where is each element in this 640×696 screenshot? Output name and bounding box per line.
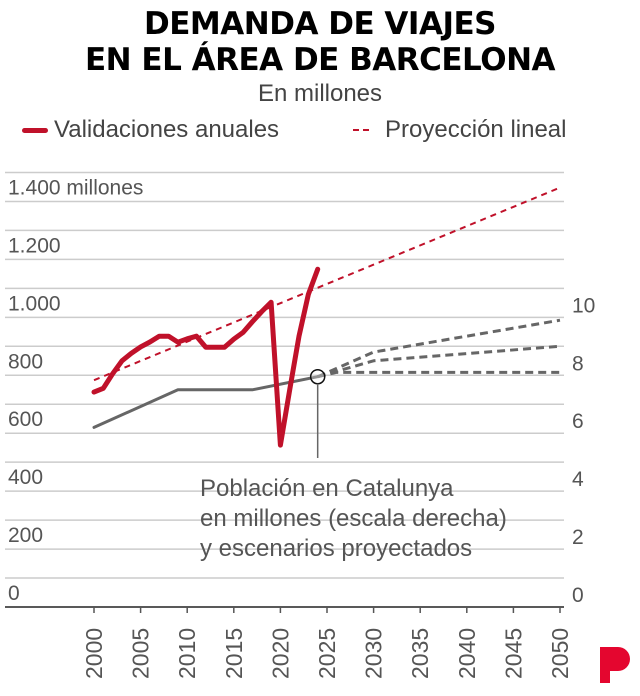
publisher-p-logo-icon bbox=[600, 647, 630, 683]
series-line-escenario-alto bbox=[317, 318, 561, 379]
right-tick-label: 6 bbox=[572, 410, 584, 433]
series-line-validaciones-anuales bbox=[91, 266, 321, 448]
legend-label-validaciones: Validaciones anuales bbox=[54, 116, 280, 143]
series-line-proyeccion-lineal bbox=[93, 186, 561, 382]
left-tick-label: 0 bbox=[8, 582, 20, 605]
title-line-2: EN EL ÁREA DE BARCELONA bbox=[84, 42, 556, 78]
title-line-1: DEMANDA DE VIAJES bbox=[144, 6, 496, 42]
x-tick-label: 2040 bbox=[454, 628, 480, 679]
annotation: Población en Catalunya en millones (esca… bbox=[200, 383, 507, 562]
left-tick-label: 200 bbox=[8, 524, 43, 547]
x-tick-label: 2015 bbox=[221, 628, 247, 679]
population-marker bbox=[309, 368, 326, 385]
x-axis: 2000 2005 2010 2015 2020 2025 2030 2035 2040 2045… bbox=[5, 606, 573, 679]
dashed-line-swatch-icon bbox=[353, 129, 372, 131]
x-tick-label: 2000 bbox=[81, 628, 107, 679]
annotation-line-3: y escenarios proyectados bbox=[200, 535, 472, 562]
x-tick-label: 2050 bbox=[547, 628, 573, 679]
x-tick-label: 2010 bbox=[174, 628, 200, 679]
series-line-poblacion-en-catalunya bbox=[92, 375, 320, 429]
legend-item-proyeccion: Proyección lineal bbox=[353, 116, 566, 144]
legend-item-validaciones: Validaciones anuales bbox=[22, 116, 279, 144]
left-tick-label: 1.000 bbox=[8, 292, 61, 315]
right-tick-label: 4 bbox=[572, 468, 584, 491]
annotation-line-1: Población en Catalunya bbox=[200, 475, 454, 502]
left-tick-label: 1.400 millones bbox=[8, 176, 143, 199]
right-tick-label: 0 bbox=[572, 584, 584, 607]
chart-subtitle: En millones bbox=[257, 80, 383, 107]
left-tick-label: 400 bbox=[8, 466, 43, 489]
right-tick-label: 2 bbox=[572, 526, 584, 549]
solid-line-swatch-icon bbox=[22, 127, 48, 133]
x-tick-label: 2030 bbox=[361, 628, 387, 679]
left-tick-label: 600 bbox=[8, 408, 43, 431]
right-tick-label: 10 bbox=[572, 294, 595, 317]
right-tick-label: 8 bbox=[572, 352, 584, 375]
annotation-line-2: en millones (escala derecha) bbox=[200, 505, 507, 532]
x-tick-label: 2045 bbox=[500, 628, 526, 679]
legend-label-proyeccion: Proyección lineal bbox=[385, 116, 567, 143]
left-tick-label: 1.200 bbox=[8, 234, 61, 257]
x-tick-label: 2005 bbox=[128, 628, 154, 679]
x-tick-label: 2025 bbox=[314, 628, 340, 679]
legend: Validaciones anuales Proyección lineal bbox=[22, 116, 566, 144]
x-tick-label: 2020 bbox=[267, 628, 293, 679]
left-tick-label: 800 bbox=[8, 350, 43, 373]
x-tick-label: 2035 bbox=[407, 628, 433, 679]
series-group bbox=[91, 186, 561, 448]
left-axis-tick-labels: 0 200 400 600 800 1.000 1.200 1.400 millones bbox=[8, 176, 143, 605]
chart-title: DEMANDA DE VIAJES EN EL ÁREA DE BARCELON… bbox=[0, 6, 640, 78]
gridlines bbox=[5, 171, 564, 579]
right-axis-tick-labels: 0 2 4 6 8 10 bbox=[572, 294, 595, 607]
